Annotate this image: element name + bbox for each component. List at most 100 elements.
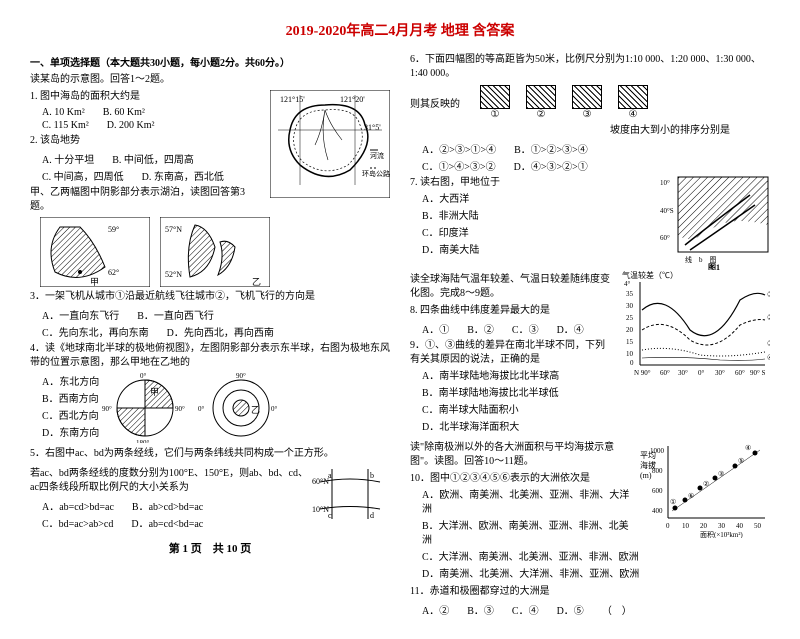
svg-text:52°N: 52°N — [165, 270, 182, 279]
svg-text:59°: 59° — [108, 225, 119, 234]
svg-text:10: 10 — [682, 522, 690, 530]
lon-left: 121°15' — [280, 95, 305, 104]
q5-stem: 5．右图中ac、bd为两条经线，它们与两条纬线共同构成一个正方形。 — [30, 447, 390, 461]
q11-stem: 11．赤道和极圈都穿过的大洲是 — [410, 585, 770, 599]
svg-text:40°S: 40°S — [660, 207, 674, 215]
svg-text:0°: 0° — [198, 405, 205, 413]
svg-text:60°N: 60°N — [312, 477, 329, 486]
right-column: 6．下面四幅图的等高距皆为50米，比例尺分别为1:10 000、1:20 000… — [410, 50, 770, 619]
svg-text:乙: 乙 — [252, 277, 261, 287]
svg-text:①: ① — [767, 290, 770, 299]
intro-1-2: 读某岛的示意图。回答1～2题。 — [30, 73, 390, 87]
svg-text:35: 35 — [626, 290, 634, 298]
svg-text:④: ④ — [767, 353, 770, 362]
svg-text:30°: 30° — [715, 369, 725, 377]
q10-d: D．南美洲、北美洲、大洋洲、非洲、亚洲、欧洲 — [422, 568, 770, 582]
svg-text:甲: 甲 — [90, 277, 99, 287]
svg-text:60°: 60° — [660, 369, 670, 377]
square-figure: 60°N 10°N a b c d — [310, 464, 390, 524]
svg-text:甲: 甲 — [150, 387, 159, 397]
svg-text:800: 800 — [652, 467, 663, 475]
chart-8-9: 气温较差（℃） 4° 3530 2520 1510 0 ①② ③④ N 90°6… — [620, 270, 770, 380]
svg-text:c: c — [328, 511, 332, 520]
q2-opts: A. 十分平坦B. 中间低，四周高 — [42, 151, 264, 166]
svg-text:图1: 图1 — [708, 263, 720, 270]
svg-text:环岛公路: 环岛公路 — [362, 169, 390, 178]
q4-b: B．西南方向 — [42, 393, 100, 407]
q9-d: D．北半球海洋面积大 — [422, 421, 770, 435]
svg-text:面积(×10³km²): 面积(×10³km²) — [700, 530, 743, 538]
q11-opts: A．②B．③C．④D．⑤（ ） — [422, 602, 770, 617]
svg-text:90° S: 90° S — [750, 369, 766, 377]
svg-text:④: ④ — [745, 444, 751, 452]
page-footer: 第 1 页 共 10 页 — [30, 540, 390, 556]
svg-text:a: a — [328, 471, 332, 480]
svg-text:10: 10 — [626, 350, 634, 358]
q1-opts2: C. 115 Km²D. 200 Km² — [42, 120, 264, 131]
q5-extra: 若ac、bd两条经线的度数分别为100°E、150°E，则ab、bd、cd、ac… — [30, 467, 310, 495]
section-header: 一、单项选择题（本大题共30小题，每小题2分。共60分。） — [30, 54, 390, 69]
svg-text:②: ② — [767, 313, 770, 322]
svg-text:57°N: 57°N — [165, 225, 182, 234]
svg-text:N 90°: N 90° — [634, 369, 651, 377]
svg-text:60°: 60° — [735, 369, 745, 377]
svg-text:⑤: ⑤ — [738, 457, 744, 465]
svg-text:乙: 乙 — [251, 405, 260, 415]
q4-stem: 4．读《地球南北半球的极地俯视图》，左图阴影部分表示东半球，右图为极地东风带的位… — [30, 342, 390, 370]
q5-opts: A．ab=cd>bd=acB．ab>cd>bd=ac — [42, 498, 310, 513]
svg-text:30: 30 — [718, 522, 726, 530]
svg-text:62°: 62° — [108, 268, 119, 277]
svg-text:①: ① — [670, 498, 676, 506]
q8-opts: A．①B．②C．③D．④ — [422, 321, 614, 336]
svg-text:20: 20 — [700, 522, 708, 530]
svg-text:25: 25 — [626, 314, 634, 322]
svg-text:4°: 4° — [624, 280, 631, 288]
q9-c: C．南半球大陆面积小 — [422, 404, 770, 418]
svg-text:40: 40 — [736, 522, 744, 530]
svg-text:60°: 60° — [660, 234, 670, 242]
svg-text:90°: 90° — [102, 405, 112, 413]
two-column-layout: 一、单项选择题（本大题共30小题，每小题2分。共60分。） 读某岛的示意图。回答… — [30, 50, 770, 619]
svg-text:(m): (m) — [640, 471, 652, 480]
svg-text:d: d — [370, 511, 374, 520]
q3-opts: A．一直向东飞行B．一直向西飞行 — [42, 307, 390, 322]
map-yi: 57°N 52°N 乙 — [160, 217, 270, 287]
q6-squares: ① ② ③ ④ — [480, 85, 648, 120]
svg-text:30°: 30° — [678, 369, 688, 377]
q6-sub: 则其反映的 — [410, 95, 460, 110]
svg-text:0: 0 — [666, 522, 670, 530]
q6-opts2: C．①>④>③>②D．④>③>②>① — [422, 158, 770, 173]
svg-text:b: b — [370, 471, 374, 480]
svg-text:10°N: 10°N — [312, 505, 329, 514]
svg-text:③: ③ — [767, 339, 770, 348]
svg-text:0: 0 — [630, 359, 634, 367]
q3-opts2: C．先向东北，再向东南D．先向西北，再向西南 — [42, 324, 390, 339]
svg-text:90°: 90° — [175, 405, 185, 413]
polar-figures: 0° 90° 90° 180° 甲 90° 0° 0° 乙 — [100, 373, 286, 444]
island-figure: 121°15' 121°20' 31°5' 河流 环岛公路 — [270, 90, 390, 198]
q4-a: A．东北方向 — [42, 376, 100, 390]
q2-opts2: C. 中间高，四周低D. 东南高，西北低 — [42, 168, 264, 183]
svg-text:气温较差（℃）: 气温较差（℃） — [622, 270, 678, 280]
lon-right: 121°20' — [340, 95, 365, 104]
svg-text:0°: 0° — [271, 405, 278, 413]
q6-stem: 6．下面四幅图的等高距皆为50米，比例尺分别为1:10 000、1:20 000… — [410, 53, 770, 81]
svg-text:15: 15 — [626, 338, 634, 346]
q4-d: D．东南方向 — [42, 427, 100, 441]
svg-text:②: ② — [703, 480, 709, 488]
q6-opts: A．②>③>①>④B．①>②>③>④ — [422, 141, 770, 156]
svg-text:50: 50 — [754, 522, 762, 530]
svg-text:600: 600 — [652, 487, 663, 495]
svg-text:1000: 1000 — [650, 447, 665, 455]
page-title: 2019-2020年高二4月月考 地理 含答案 — [30, 20, 770, 40]
q6-sub2: 坡度由大到小的排序分别是 — [410, 124, 730, 138]
svg-text:河流: 河流 — [370, 151, 384, 160]
fig1: 10° 40°S 60° 线 b 图 图1 — [660, 175, 770, 270]
svg-text:20: 20 — [626, 326, 634, 334]
svg-text:90°: 90° — [236, 373, 246, 380]
two-maps: 59° 62° 甲 57°N 52°N 乙 — [40, 217, 390, 287]
q9-b: B．南半球陆地海拔比北半球低 — [422, 387, 770, 401]
q3-stem: 3．一架飞机从城市①沿最近航线飞往城市②，飞机飞行的方向是 — [30, 290, 390, 304]
q1-opts: A. 10 Km²B. 60 Km² — [42, 107, 264, 118]
q5-opts2: C．bd=ac>ab>cdD．ab=cd<bd=ac — [42, 515, 310, 530]
